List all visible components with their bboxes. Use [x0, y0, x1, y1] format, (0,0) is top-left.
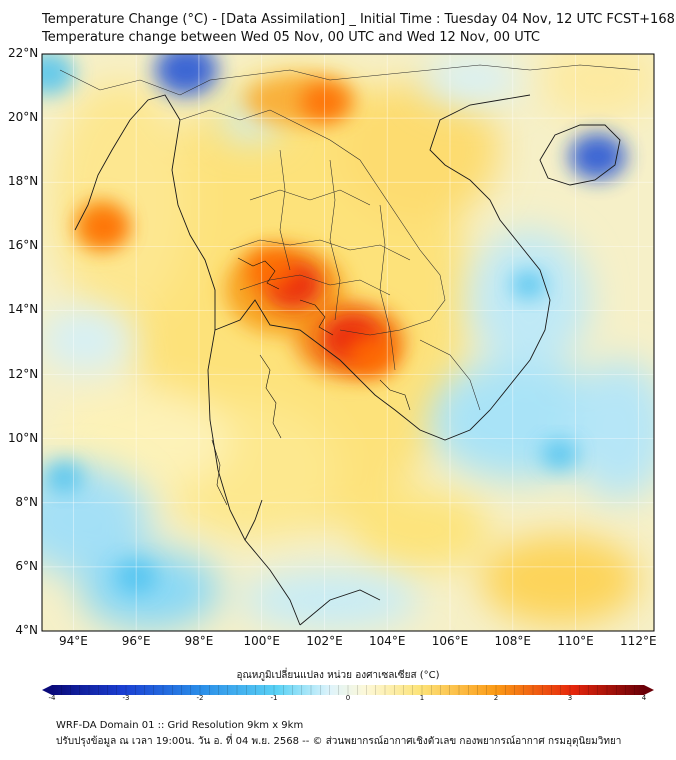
cooling-hotspot: [511, 270, 546, 299]
footer-update-info: ปรับปรุงข้อมูล ณ เวลา 19:00น. วัน อ. ที่…: [56, 736, 622, 747]
cooling-hotspot: [42, 54, 76, 96]
cooling-hotspot: [541, 439, 579, 470]
colorbar-tick-label: 4: [641, 694, 647, 702]
province-detail: [211, 257, 411, 506]
lon-label: 100°E: [243, 634, 280, 648]
map-title: Temperature Change (°C) - [Data Assimila…: [42, 12, 675, 27]
colorbar-tick-label: -2: [196, 694, 204, 702]
lat-label: 18°N: [8, 174, 39, 189]
lon-label: 94°E: [58, 634, 88, 648]
cooling-hotspot: [568, 133, 627, 181]
colorbar-title: อุณหภูมิเปลี่ยนแปลง หน่วย องศาเซลเซียส (…: [236, 670, 440, 681]
lon-label: 112°E: [620, 634, 657, 648]
coastline-layer: [74, 94, 621, 626]
lon-label: 110°E: [557, 634, 594, 648]
cooling-hotspot: [44, 461, 84, 494]
lat-label: 14°N: [8, 302, 39, 317]
cooling-hotspot: [154, 54, 218, 97]
lon-label: 106°E: [431, 634, 469, 648]
colorbar-max-arrow: [644, 685, 654, 695]
lon-label: 96°E: [121, 634, 151, 648]
lon-label: 104°E: [368, 634, 406, 648]
warming-hotspot: [245, 247, 297, 290]
border-layer: [59, 64, 641, 411]
lon-label: 108°E: [494, 634, 532, 648]
warming-hotspot: [345, 334, 398, 377]
lat-label: 12°N: [8, 366, 39, 381]
field-layer: [42, 54, 654, 631]
colorbar-bar: [52, 685, 644, 695]
colorbar-tick-label: 2: [493, 694, 499, 702]
lon-label: 98°E: [184, 634, 214, 648]
colorbar-tick-label: 0: [345, 694, 351, 702]
colorbar-tick-label: -4: [48, 694, 56, 702]
colorbar-tick-label: 1: [419, 694, 425, 702]
lat-label: 16°N: [8, 238, 39, 253]
lon-label: 102°E: [306, 634, 343, 648]
colorbar-min-arrow: [42, 685, 52, 695]
warming-hotspot: [80, 207, 129, 247]
colorbar: [42, 685, 654, 695]
plot-frame: [41, 53, 655, 632]
lat-label: 20°N: [8, 110, 39, 125]
lat-label: 8°N: [15, 494, 38, 509]
lat-label: 10°N: [8, 430, 39, 445]
lat-label: 4°N: [15, 623, 38, 637]
graticule: [42, 54, 654, 631]
map-subtitle: Temperature change between Wed 05 Nov, 0…: [42, 30, 540, 45]
footer-model-info: WRF-DA Domain 01 :: Grid Resolution 9km …: [56, 720, 304, 731]
colorbar-tick-label: 3: [567, 694, 573, 702]
colorbar-tick-label: -1: [270, 694, 278, 702]
lat-label: 22°N: [8, 46, 39, 60]
lat-label: 6°N: [15, 558, 38, 573]
colorbar-tick-label: -3: [122, 694, 130, 702]
